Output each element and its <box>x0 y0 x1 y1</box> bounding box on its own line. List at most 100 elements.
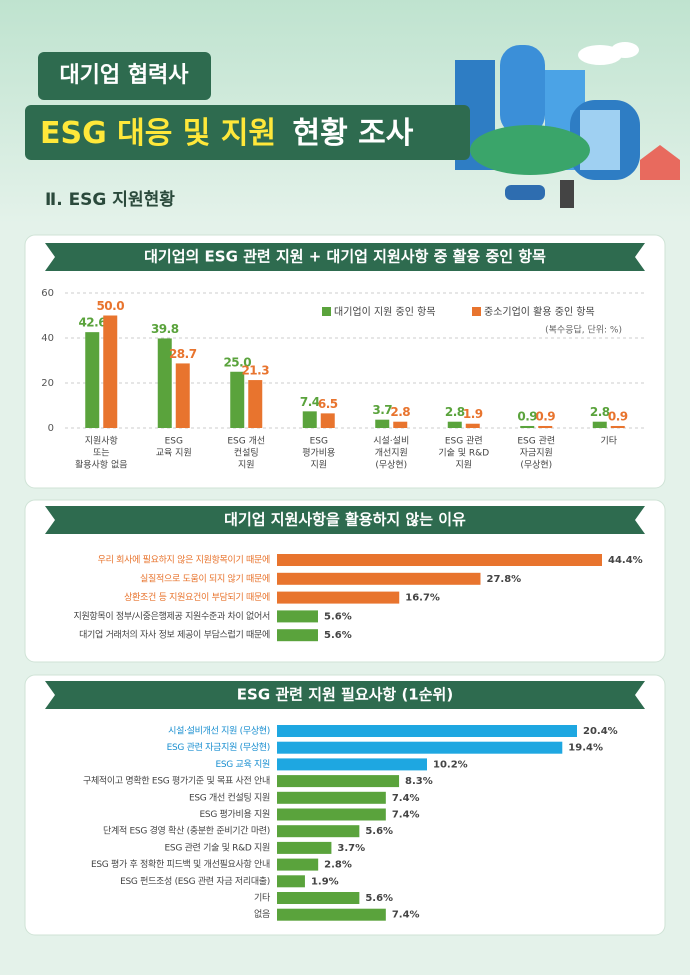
bar <box>277 591 400 604</box>
title-highlight: ESG 대응 및 지원 <box>40 116 276 151</box>
x-tick-label: 교육 지원 <box>156 448 192 459</box>
value-label: 50.0 <box>96 299 124 313</box>
value-label: 2.8 <box>390 405 410 419</box>
y-tick-label: 구체적이고 명확한 ESG 평가기준 및 목표 사전 안내 <box>83 775 270 787</box>
y-tick-label: 40 <box>41 333 54 344</box>
value-label: 6.5 <box>318 397 338 411</box>
value-label: 0.9 <box>535 409 555 423</box>
title-box <box>25 105 470 160</box>
bar <box>447 421 462 428</box>
value-label: 21.3 <box>241 364 269 378</box>
chart-title: ESG 관련 지원 필요사항 (1순위) <box>237 686 453 704</box>
x-tick-label: 시설·설비 <box>373 436 409 447</box>
value-label: 2.8 <box>590 405 610 419</box>
bar <box>157 338 172 428</box>
x-tick-label: 지원 <box>455 460 472 471</box>
panel <box>24 234 666 489</box>
bar <box>277 808 386 821</box>
value-label: 0.9 <box>517 409 537 423</box>
bar <box>277 741 563 754</box>
value-label: 10.2% <box>433 759 468 770</box>
bar <box>277 908 386 921</box>
x-tick-label: 자금지원 <box>520 448 553 459</box>
legend-swatch <box>472 307 481 316</box>
y-tick-label: 우리 회사에 필요하지 않은 지원항목이기 때문에 <box>98 554 270 566</box>
value-label: 1.9% <box>311 876 339 887</box>
legend-label: 중소기업이 활용 중인 항목 <box>484 305 595 318</box>
value-label: 28.7 <box>169 347 197 361</box>
bar <box>277 629 318 642</box>
y-tick-label: 단계적 ESG 경영 확산 (충분한 준비기간 마련) <box>103 825 270 837</box>
y-tick-label: ESG 펀드조성 (ESG 관련 자금 저리대출) <box>120 876 270 887</box>
value-label: 2.8 <box>445 405 465 419</box>
x-tick-label: ESG 개선 <box>227 436 265 447</box>
value-label: 5.6% <box>324 630 352 641</box>
y-tick-label: 20 <box>41 378 54 389</box>
bar <box>175 363 190 428</box>
value-label: 19.4% <box>568 743 603 754</box>
value-label: 2.8% <box>324 860 352 871</box>
bar <box>277 892 360 904</box>
bar <box>85 332 100 428</box>
bar <box>520 425 535 428</box>
value-label: 3.7% <box>337 843 365 854</box>
chart-title: 대기업 지원사항을 활용하지 않는 이유 <box>224 511 466 529</box>
value-label: 16.7% <box>405 593 440 604</box>
bar <box>465 423 480 428</box>
bar <box>277 875 305 888</box>
bar <box>302 411 317 428</box>
bar <box>277 572 481 585</box>
value-label: 8.3% <box>405 776 433 787</box>
value-label: 5.6% <box>365 893 393 904</box>
value-label: 7.4% <box>392 810 420 821</box>
note: (복수응답, 단위: %) <box>545 324 622 336</box>
bar <box>277 858 319 871</box>
y-tick-label: 60 <box>41 288 54 299</box>
bar <box>103 315 118 428</box>
bar <box>277 758 427 771</box>
x-tick-label: 지원사항 <box>85 436 118 447</box>
y-tick-label: ESG 평가 후 정확한 피드백 및 개선필요사항 안내 <box>91 858 270 870</box>
badge-box <box>38 52 211 100</box>
y-tick-label: 상환조건 등 지원요건이 부담되기 때문에 <box>124 591 270 603</box>
y-tick-label: ESG 관련 기술 및 R&D 지원 <box>165 841 270 853</box>
badge: 대기업 협력사 <box>59 63 189 88</box>
y-tick-label: ESG 개선 컨설팅 지원 <box>189 792 270 803</box>
x-tick-label: (무상현) <box>375 460 407 471</box>
value-label: 27.8% <box>486 574 521 585</box>
bar <box>375 419 390 428</box>
x-tick-label: ESG 관련 <box>445 436 483 447</box>
x-tick-label: 개선지원 <box>375 448 408 459</box>
section-title: Ⅱ. ESG 지원현황 <box>45 190 175 210</box>
x-tick-label: 기술 및 R&D <box>438 447 489 459</box>
x-tick-label: ESG <box>165 437 183 447</box>
value-label: 1.9 <box>463 407 483 421</box>
bar <box>610 425 625 428</box>
value-label: 39.8 <box>151 322 179 336</box>
bar <box>592 421 607 428</box>
value-label: 5.6% <box>324 611 352 622</box>
legend-label: 대기업이 지원 중인 항목 <box>334 305 436 318</box>
bar <box>230 371 245 428</box>
y-tick-label: ESG 평가비용 지원 <box>200 809 270 820</box>
value-label: 7.4% <box>392 793 420 804</box>
y-tick-label: 실질적으로 도움이 되지 않기 때문에 <box>140 572 270 584</box>
bar <box>277 775 400 788</box>
bar <box>277 610 318 623</box>
chart-title: 대기업의 ESG 관련 지원 + 대기업 지원사항 중 활용 중인 항목 <box>144 248 546 266</box>
y-tick-label: 지원항목이 정부/시중은행제공 지원수준과 차이 없어서 <box>73 610 270 622</box>
value-label: 7.4 <box>300 395 320 409</box>
bar <box>320 413 335 428</box>
x-tick-label: 또는 <box>93 448 110 459</box>
value-label: 42.6 <box>78 316 106 330</box>
x-tick-label: 컨설팅 <box>234 448 259 459</box>
x-tick-label: 평가비용 <box>302 448 335 459</box>
value-label: 20.4% <box>583 726 618 737</box>
title-rest: 현황 조사 <box>293 116 414 151</box>
y-tick-label: ESG 교육 지원 <box>215 759 270 770</box>
x-tick-label: 지원 <box>238 460 255 471</box>
y-tick-label: 0 <box>48 423 54 434</box>
y-tick-label: ESG 관련 자금지원 (무상현) <box>167 742 270 753</box>
legend-swatch <box>322 307 331 316</box>
